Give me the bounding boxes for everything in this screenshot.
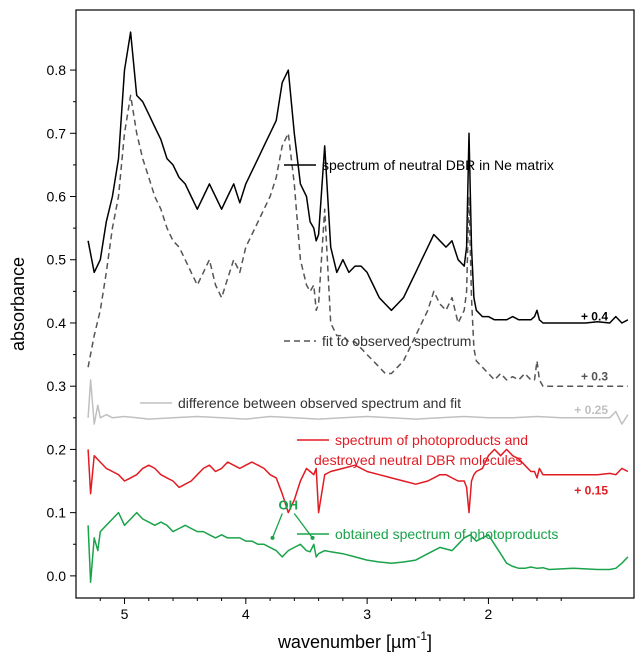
annotation-label: OH <box>279 497 299 512</box>
offset-label: + 0.15 <box>574 484 608 498</box>
y-tick-label: 0.2 <box>47 441 67 457</box>
x-axis-title-close: ] <box>427 632 432 652</box>
plot-border <box>75 9 635 599</box>
y-tick-label: 0.8 <box>47 62 67 78</box>
x-tick-label: 5 <box>121 606 129 622</box>
series-line-0 <box>87 31 629 324</box>
legend-label: spectrum of photoproducts and <box>335 432 528 448</box>
x-tick-label: 2 <box>485 606 493 622</box>
y-tick-label: 0.1 <box>47 505 67 521</box>
annotation-arrow <box>271 513 283 539</box>
y-tick-label: 0.6 <box>47 189 67 205</box>
x-axis-title-superscript: -1 <box>416 629 427 643</box>
y-tick-label: 0.4 <box>47 315 67 331</box>
y-axis: 0.0 0.1 0.2 0.3 0.4 0.5 0.6 0.7 0.8 <box>47 62 76 584</box>
legend-label: difference between observed spectrum and… <box>178 395 461 411</box>
annotations: OH <box>270 497 315 540</box>
x-axis-title-main: wavenumber [µm <box>277 632 416 652</box>
x-axis-title: wavenumber [µm-1] <box>277 629 432 652</box>
offset-label: + 0.25 <box>574 403 608 417</box>
series-line-4 <box>87 511 629 583</box>
x-tick-label: 3 <box>363 606 371 622</box>
y-tick-label: 0.0 <box>47 568 67 584</box>
x-tick-label: 4 <box>242 606 250 622</box>
annotation-arrow-head <box>310 535 315 540</box>
legend: + 0.4 + 0.3 + 0.25 + 0.15 spectrum of neutra… <box>140 157 608 542</box>
annotation-arrow-head <box>270 535 275 540</box>
y-tick-label: 0.3 <box>47 378 67 394</box>
plot-frame <box>75 9 635 599</box>
y-tick-label: 0.7 <box>47 125 67 141</box>
y-tick-label: 0.5 <box>47 252 67 268</box>
legend-label: obtained spectrum of photoproducts <box>335 526 558 542</box>
annotation-arrow <box>293 513 314 539</box>
offset-label: + 0.4 <box>581 310 608 324</box>
legend-label: spectrum of neutral DBR in Ne matrix <box>322 157 554 173</box>
x-axis: 5 4 3 2 <box>99 598 562 622</box>
series-line-3 <box>87 448 629 514</box>
offset-label: + 0.3 <box>581 370 608 384</box>
legend-label: fit to observed spectrum <box>322 333 471 349</box>
series-line-2 <box>87 379 629 425</box>
legend-label-line2: destroyed neutral DBR molecules <box>314 452 523 468</box>
series-layer <box>87 31 629 583</box>
y-axis-title: absorbance <box>8 257 28 351</box>
